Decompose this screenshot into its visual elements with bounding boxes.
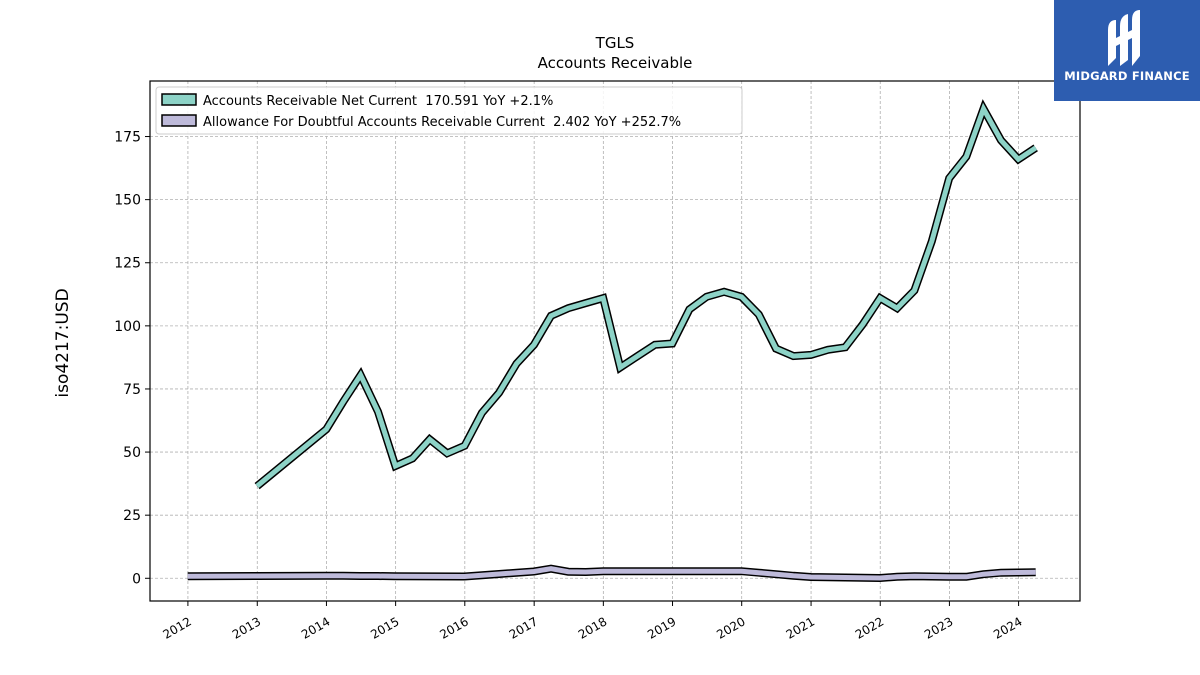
x-tick-label: 2023 [922, 614, 955, 641]
y-axis-label: iso4217:USD [53, 288, 73, 397]
plot-area-frame [149, 80, 1081, 602]
x-tick-label: 2016 [437, 614, 470, 641]
chart-subtitle: Accounts Receivable [538, 54, 693, 72]
x-tick-label: 2015 [368, 614, 401, 641]
legend: Accounts Receivable Net Current 170.591 … [155, 86, 743, 135]
y-tick-label: 25 [123, 508, 141, 524]
x-tick-label: 2018 [576, 614, 609, 641]
legend-swatch [161, 114, 197, 127]
x-tick-label: 2014 [299, 614, 332, 641]
legend-label: Accounts Receivable Net Current 170.591 … [203, 94, 553, 109]
grid-lines [150, 81, 1080, 601]
x-tick-label: 2022 [853, 614, 886, 641]
x-tick-label: 2012 [160, 614, 193, 641]
y-axis-ticks: 0 25 50 75 100 125 150 175 [114, 130, 150, 587]
brand-name: MIDGARD FINANCE [1064, 69, 1190, 83]
brand-logo: MIDGARD FINANCE [1054, 0, 1200, 101]
x-tick-label: 2024 [991, 614, 1024, 641]
x-tick-label: 2013 [230, 614, 263, 641]
legend-swatch [161, 93, 197, 106]
midgard-m-logo-icon [1108, 10, 1140, 66]
series-line [187, 566, 1036, 581]
y-tick-label: 175 [114, 130, 141, 146]
legend-label: Allowance For Doubtful Accounts Receivab… [203, 115, 681, 130]
y-tick-label: 0 [132, 571, 141, 587]
y-tick-label: 125 [114, 256, 141, 272]
legend-box [155, 86, 743, 135]
y-tick-label: 50 [123, 445, 141, 461]
series-line [255, 102, 1038, 489]
y-tick-label: 100 [114, 319, 141, 335]
y-tick-label: 150 [114, 193, 141, 209]
x-tick-label: 2019 [645, 614, 678, 641]
series-line-outline [254, 99, 1038, 490]
x-axis-ticks: 2012 2013 2014 2015 2016 2017 2018 2019 2020 2021… [160, 601, 1025, 642]
y-tick-label: 75 [123, 382, 141, 398]
x-tick-label: 2017 [507, 614, 540, 641]
x-tick-label: 2021 [784, 614, 817, 641]
series-layer [187, 99, 1038, 583]
chart-title: TGLS [595, 34, 635, 52]
x-tick-label: 2020 [714, 614, 747, 641]
